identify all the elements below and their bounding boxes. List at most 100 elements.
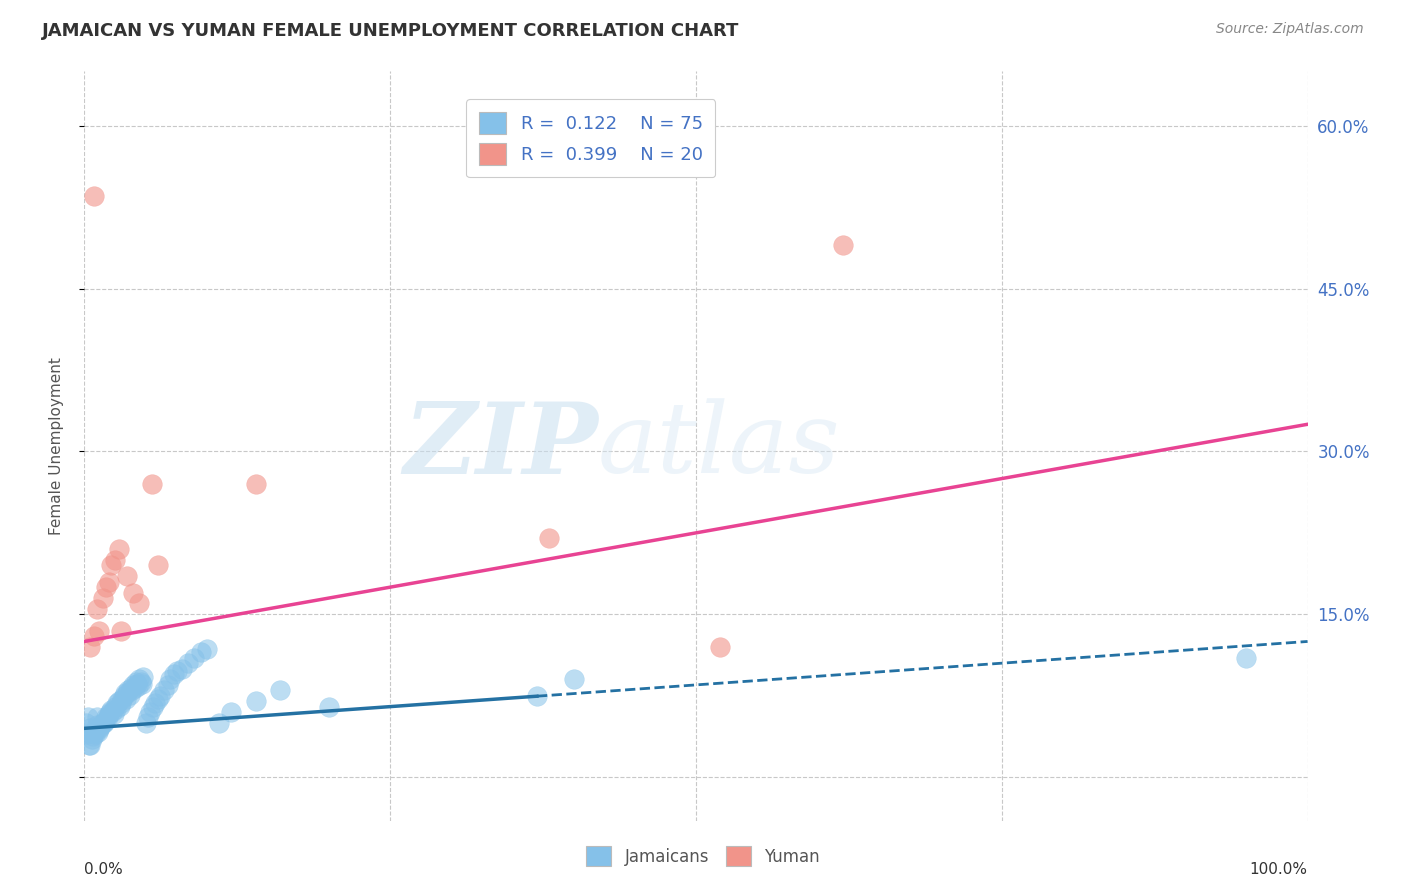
Point (103, 707, 125, 722)
Point (98, 705, 121, 719)
Point (1236, 650, 1258, 665)
Point (82, 729, 104, 743)
Point (135, 715, 157, 730)
Point (146, 558, 169, 573)
Point (124, 681, 146, 695)
Point (131, 677, 153, 691)
Point (121, 683, 143, 698)
Point (108, 698, 131, 713)
Point (79, 640, 101, 654)
Point (77, 738, 100, 752)
Text: atlas: atlas (598, 399, 841, 493)
Point (143, 697, 166, 711)
Point (111, 692, 134, 706)
Point (86, 602, 108, 616)
Point (125, 677, 148, 691)
Point (105, 702, 128, 716)
Point (117, 683, 139, 698)
Point (120, 681, 142, 695)
Point (83, 189, 105, 203)
Point (87, 624, 110, 638)
Point (129, 674, 152, 689)
Point (105, 697, 128, 711)
Point (101, 705, 124, 719)
Legend: Jamaicans, Yuman: Jamaicans, Yuman (579, 839, 827, 873)
Point (128, 597, 150, 611)
Y-axis label: Female Unemployment: Female Unemployment (49, 357, 63, 535)
Point (142, 699, 165, 714)
Point (153, 683, 176, 698)
Point (114, 685, 136, 699)
Point (139, 705, 162, 719)
Point (125, 674, 148, 689)
Point (115, 685, 138, 699)
Point (538, 531, 561, 545)
Point (112, 689, 135, 703)
Point (75, 715, 97, 730)
Text: 0.0%: 0.0% (84, 862, 124, 877)
Point (245, 477, 267, 491)
Point (83, 629, 105, 643)
Point (107, 542, 129, 557)
Point (146, 692, 169, 706)
Legend: R =  0.122    N = 75, R =  0.399    N = 20: R = 0.122 N = 75, R = 0.399 N = 20 (467, 99, 716, 178)
Point (79, 738, 101, 752)
Point (163, 667, 186, 681)
Point (156, 678, 179, 692)
Point (177, 656, 200, 670)
Point (96, 580, 118, 594)
Point (318, 699, 340, 714)
Point (269, 683, 291, 698)
Point (87, 723, 110, 737)
Point (97, 707, 120, 722)
Point (122, 678, 145, 692)
Point (110, 697, 132, 711)
Point (86, 710, 108, 724)
Point (132, 670, 155, 684)
Point (183, 650, 205, 665)
Point (122, 585, 145, 599)
Point (100, 558, 122, 573)
Point (118, 688, 141, 702)
Point (141, 477, 163, 491)
Point (219, 705, 242, 719)
Point (831, 238, 853, 252)
Text: 100.0%: 100.0% (1250, 862, 1308, 877)
Text: ZIP: ZIP (404, 398, 598, 494)
Point (86, 718, 108, 732)
Point (115, 692, 138, 706)
Point (526, 689, 548, 703)
Point (89, 720, 111, 734)
Point (208, 715, 231, 730)
Point (90, 718, 112, 732)
Point (79, 722, 101, 736)
Text: JAMAICAN VS YUMAN FEMALE UNEMPLOYMENT CORRELATION CHART: JAMAICAN VS YUMAN FEMALE UNEMPLOYMENT CO… (42, 22, 740, 40)
Point (245, 694, 267, 708)
Point (84, 727, 107, 741)
Point (104, 553, 127, 567)
Point (115, 569, 138, 583)
Point (110, 624, 132, 638)
Point (127, 679, 149, 693)
Point (80, 732, 103, 747)
Point (136, 710, 159, 724)
Text: Source: ZipAtlas.com: Source: ZipAtlas.com (1216, 22, 1364, 37)
Point (104, 699, 127, 714)
Point (149, 689, 172, 703)
Point (76, 727, 98, 741)
Point (93, 715, 115, 730)
Point (172, 662, 194, 676)
Point (166, 664, 188, 678)
Point (91, 715, 114, 730)
Point (77, 710, 100, 724)
Point (190, 645, 212, 659)
Point (87, 724, 110, 739)
Point (195, 642, 218, 657)
Point (709, 640, 731, 654)
Point (91, 591, 114, 605)
Point (159, 673, 181, 687)
Point (83, 724, 105, 739)
Point (107, 694, 129, 708)
Point (96, 710, 118, 724)
Point (97, 710, 120, 724)
